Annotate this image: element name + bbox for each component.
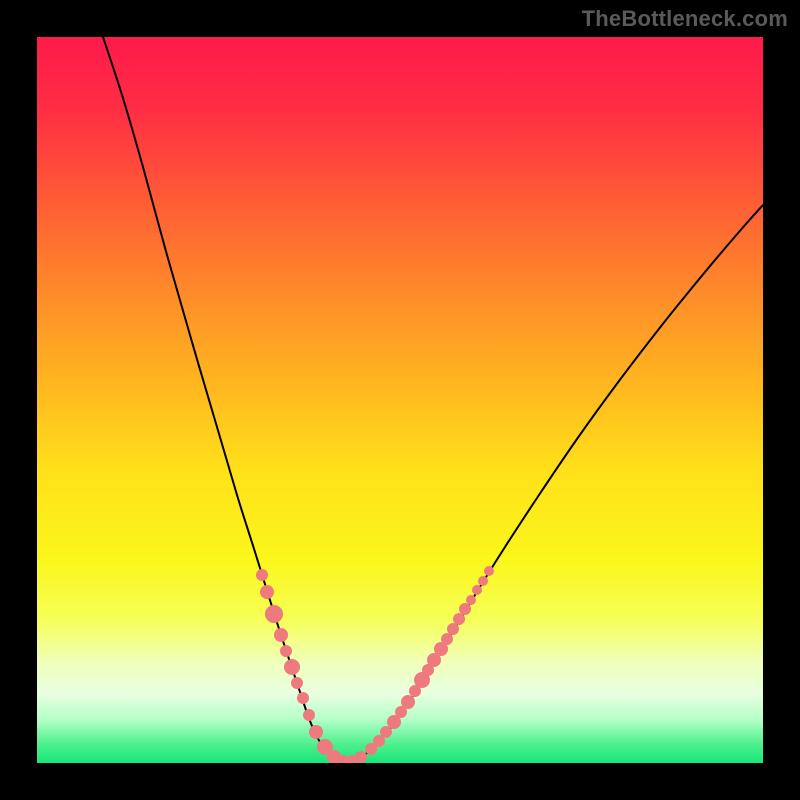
data-marker (280, 645, 292, 657)
data-marker (401, 695, 415, 709)
data-marker (256, 569, 268, 581)
chart-frame: TheBottleneck.com (0, 0, 800, 800)
data-marker (297, 692, 309, 704)
data-marker (466, 595, 476, 605)
watermark-text: TheBottleneck.com (582, 6, 788, 32)
data-marker (355, 751, 367, 763)
data-marker (274, 628, 288, 642)
data-marker (484, 566, 494, 576)
data-marker (260, 585, 274, 599)
data-marker (459, 603, 471, 615)
data-marker (291, 677, 303, 689)
data-marker (284, 659, 300, 675)
data-marker (453, 613, 465, 625)
plot-svg (37, 37, 763, 763)
data-marker (303, 709, 315, 721)
data-marker (441, 633, 453, 645)
data-marker (478, 576, 488, 586)
data-marker (309, 725, 323, 739)
plot-area (37, 37, 763, 763)
data-marker (472, 585, 482, 595)
gradient-background (37, 37, 763, 763)
data-marker (447, 623, 459, 635)
data-marker (265, 605, 283, 623)
